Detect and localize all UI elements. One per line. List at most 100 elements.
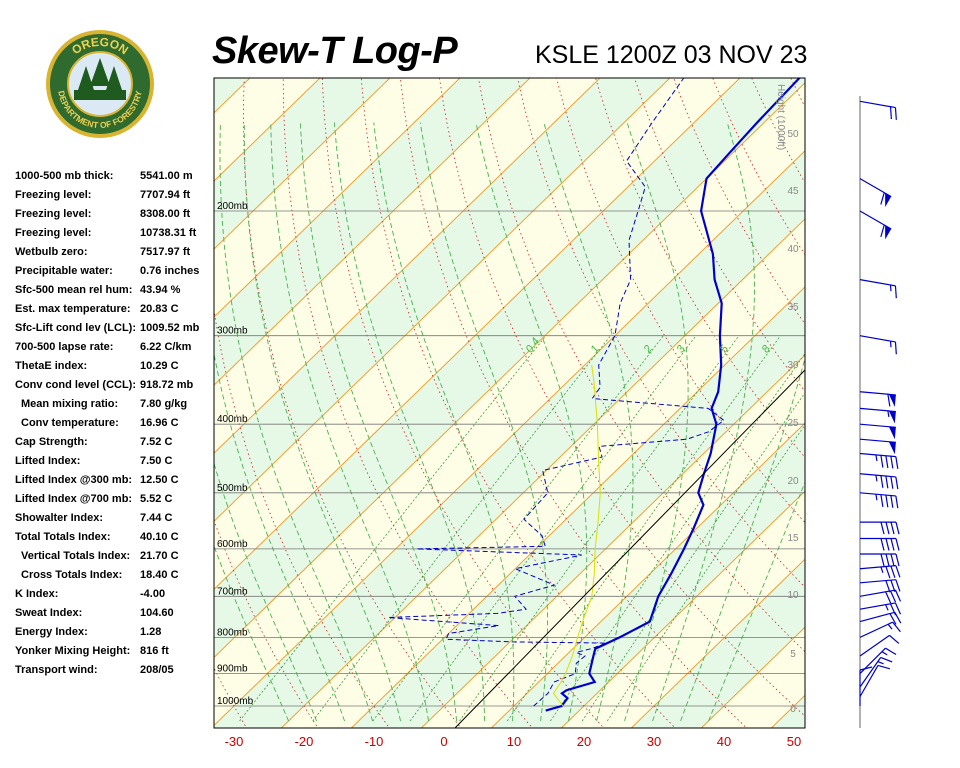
wind-barb-staff	[859, 452, 896, 458]
temperature-line	[545, 78, 801, 712]
mixing-ratio-label: 1	[589, 343, 602, 355]
mixing-ratio-line	[409, 335, 697, 722]
wind-barb-full	[885, 521, 890, 535]
svg-text:OREGON: OREGON	[69, 35, 131, 58]
wind-barb	[860, 521, 900, 535]
wind-barb-full	[890, 553, 895, 567]
index-label: Freezing level:	[15, 189, 92, 201]
index-label: K Index:	[15, 588, 59, 600]
wind-barb	[859, 452, 899, 469]
pressure-label: 800mb	[217, 627, 248, 638]
dry-adiabat-line	[887, 0, 960, 730]
dry-adiabat-line	[243, 78, 462, 728]
index-value: 7.44 C	[140, 512, 173, 524]
wind-barb-full	[890, 538, 895, 551]
index-value: 8308.00 ft	[140, 208, 191, 220]
isotherm-line	[214, 82, 805, 659]
index-value: 7.50 C	[140, 455, 173, 467]
wind-barb-full	[885, 566, 891, 579]
dry-adiabat-line	[595, 78, 805, 458]
isotherm-line	[214, 78, 391, 250]
wind-barb-full	[895, 565, 901, 578]
wind-barb	[859, 100, 897, 120]
wind-barb-full	[890, 456, 894, 469]
wind-barb-staff	[859, 473, 896, 478]
wind-barb	[859, 335, 897, 355]
wind-barb	[860, 537, 900, 551]
height-tick-label: 5	[790, 649, 796, 660]
x-tick-label: 40	[717, 734, 731, 749]
wind-barb	[859, 391, 896, 407]
wind-barb	[859, 602, 902, 616]
index-value: 918.72 mb	[140, 379, 194, 391]
pressure-label: 400mb	[217, 414, 248, 425]
wind-barb-full	[890, 579, 896, 593]
wind-barb-half	[881, 651, 888, 656]
wind-barb-half	[875, 494, 878, 501]
wind-barb-full	[889, 106, 892, 120]
isotherm-line	[214, 78, 531, 386]
wind-barb	[859, 664, 891, 697]
dry-adiabat-line	[781, 0, 960, 730]
wind-barb-staff	[859, 634, 890, 657]
index-label: Cross Totals Index:	[21, 569, 123, 581]
index-value: -4.00	[140, 588, 166, 600]
index-label: Lifted Index:	[15, 455, 81, 467]
x-tick-label: 20	[577, 734, 591, 749]
wind-barb-staff	[859, 423, 896, 428]
mixing-ratio-line	[550, 352, 805, 722]
wind-barb-staff	[859, 391, 896, 396]
wind-barb	[859, 565, 901, 579]
dry-adiabat-line	[817, 0, 960, 730]
height-tick-label: 20	[787, 476, 799, 487]
height-tick-label: 35	[787, 302, 799, 313]
wind-barb-full	[895, 476, 899, 490]
index-label: Est. max temperature:	[15, 303, 131, 315]
index-value: 816 ft	[140, 645, 169, 657]
wind-barb-full	[895, 495, 899, 509]
wind-barb-full	[885, 475, 889, 489]
wind-barb-full	[890, 521, 895, 535]
wind-barb	[859, 647, 897, 675]
index-value: 7517.97 ft	[140, 246, 191, 258]
pressure-label: 500mb	[217, 483, 248, 494]
wind-barb-full	[880, 475, 884, 488]
seal-icon: OREGON DEPARTMENT OF FORESTRY	[46, 30, 154, 138]
wind-barb-full	[880, 494, 884, 507]
wind-barb-flag	[885, 225, 892, 240]
pressure-label: 700mb	[217, 586, 248, 597]
index-value: 21.70 C	[140, 550, 179, 562]
wind-barb-half	[880, 566, 884, 573]
chart-title: Skew-T Log-P	[212, 30, 458, 72]
index-value: 7.52 C	[140, 436, 173, 448]
mixing-ratio-line	[239, 335, 547, 722]
dry-adiabat-line	[852, 0, 960, 730]
index-value: 7707.94 ft	[140, 189, 191, 201]
wind-barb-full	[885, 538, 890, 551]
dry-adiabat-line	[360, 78, 676, 728]
reference-line	[454, 369, 805, 728]
wind-barb-half	[887, 410, 890, 418]
index-label: Yonker Mixing Height:	[15, 645, 131, 657]
wind-barb-staff	[859, 657, 882, 688]
index-value: 18.40 C	[140, 569, 179, 581]
wind-barb	[859, 666, 873, 706]
mixing-ratio-line	[312, 335, 611, 722]
wind-barb-staff	[859, 665, 879, 697]
wind-barb-full	[880, 553, 885, 567]
index-value: 20.83 C	[140, 303, 179, 315]
wind-barb-staff	[859, 335, 896, 343]
wind-barb	[859, 634, 900, 657]
wind-barb-staff	[859, 279, 896, 287]
isotherm-line	[700, 626, 805, 728]
wind-barb-full	[889, 634, 900, 644]
wind-barb-staff	[859, 438, 896, 443]
wind-barb	[859, 589, 902, 604]
wind-barb	[859, 279, 897, 299]
index-value: 7.80 g/kg	[140, 398, 188, 410]
index-value: 0.76 inches	[140, 265, 200, 277]
temperature-band	[214, 82, 805, 726]
wind-barb-staff	[859, 407, 896, 413]
isotherm-line	[214, 78, 671, 522]
index-value: 12.50 C	[140, 474, 179, 486]
